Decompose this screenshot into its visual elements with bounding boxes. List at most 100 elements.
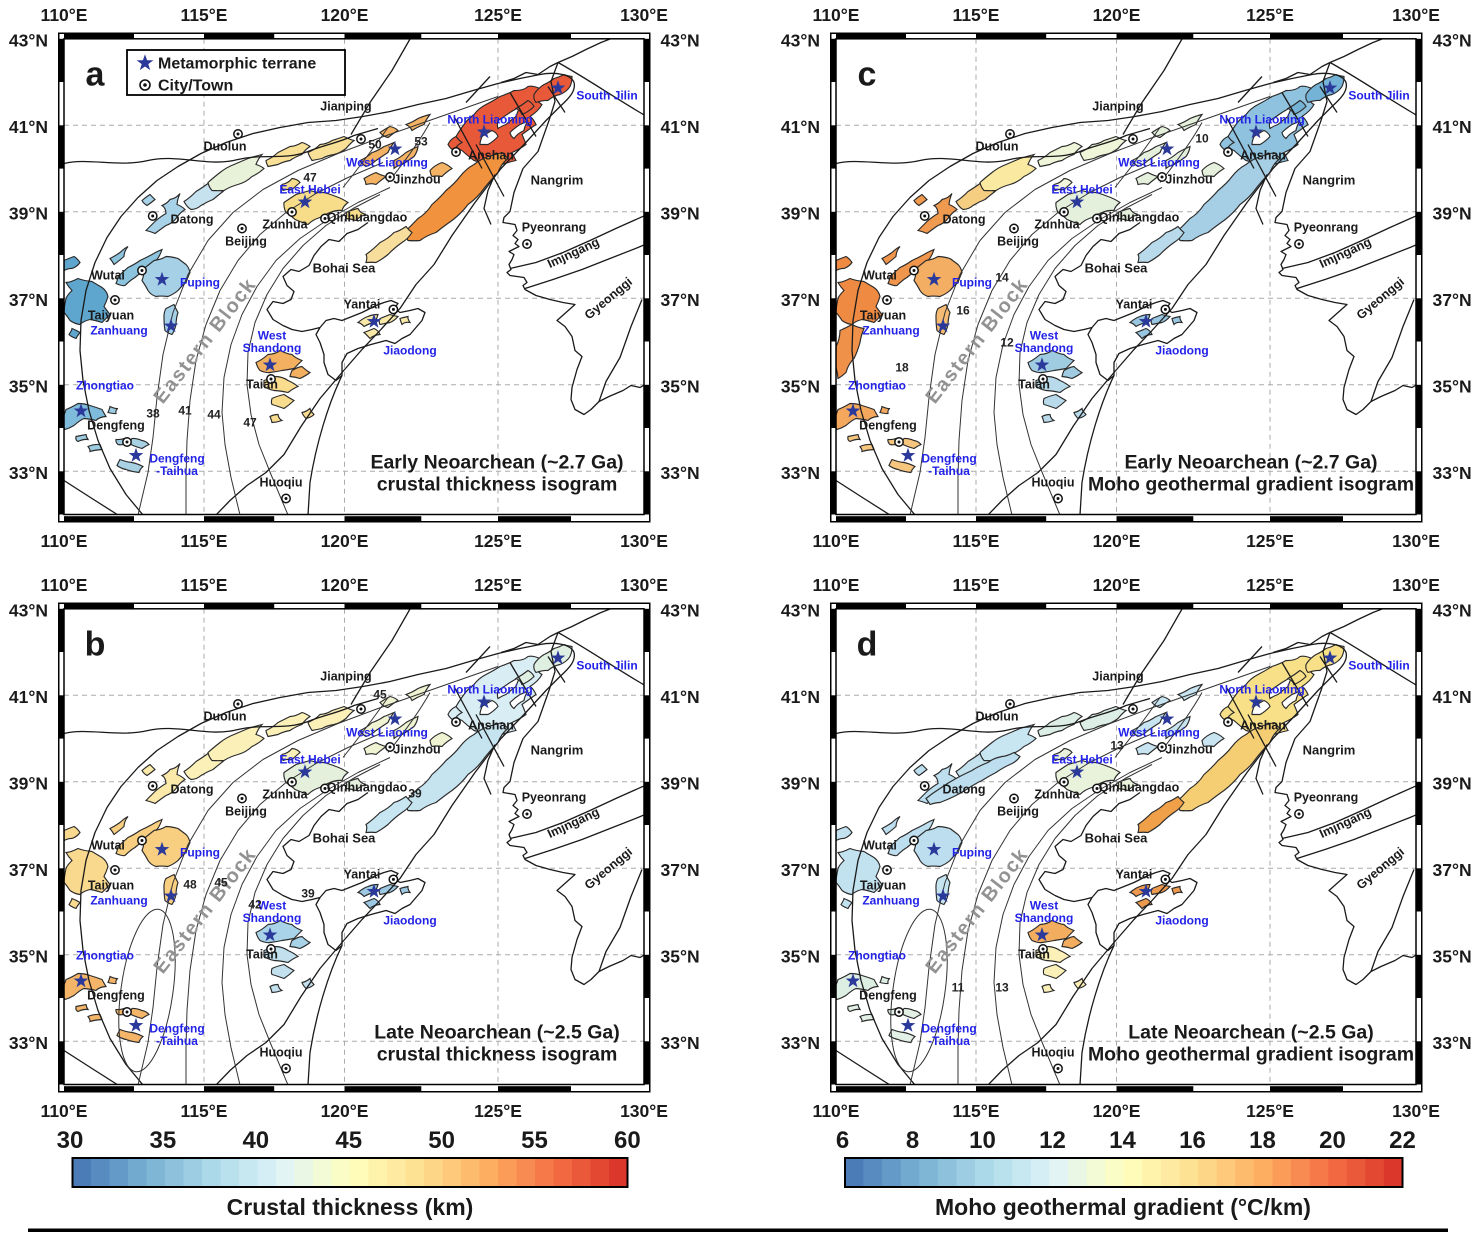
svg-text:Dengfeng: Dengfeng	[921, 1022, 976, 1036]
svg-text:130°E: 130°E	[620, 575, 668, 595]
svg-text:South Jilin: South Jilin	[576, 89, 637, 103]
svg-text:b: b	[85, 626, 106, 664]
svg-text:crustal thickness isogram: crustal thickness isogram	[377, 1044, 618, 1066]
svg-text:Jianping: Jianping	[1092, 670, 1143, 684]
svg-text:130°E: 130°E	[620, 5, 668, 25]
svg-text:37°N: 37°N	[1433, 860, 1472, 880]
svg-text:Anshan: Anshan	[1240, 719, 1286, 733]
svg-text:12: 12	[1039, 1127, 1066, 1154]
svg-text:41°N: 41°N	[661, 117, 700, 137]
svg-text:41: 41	[178, 404, 192, 418]
svg-text:Duolun: Duolun	[975, 710, 1018, 724]
svg-text:Moho geothermal gradient isogr: Moho geothermal gradient isogram	[1088, 1044, 1414, 1066]
svg-text:30: 30	[57, 1127, 84, 1154]
svg-text:115°E: 115°E	[953, 575, 1000, 595]
svg-text:42: 42	[248, 898, 262, 912]
svg-text:43°N: 43°N	[661, 600, 700, 620]
svg-text:50: 50	[368, 138, 382, 152]
svg-text:Beijing: Beijing	[997, 235, 1039, 249]
svg-text:Dengfeng: Dengfeng	[921, 452, 976, 466]
svg-text:48: 48	[183, 878, 197, 892]
svg-text:Beijing: Beijing	[225, 805, 267, 819]
svg-text:43°N: 43°N	[781, 600, 820, 620]
svg-text:West: West	[258, 329, 286, 343]
svg-text:35°N: 35°N	[661, 946, 700, 966]
svg-text:West: West	[1030, 899, 1058, 913]
svg-text:Huoqiu: Huoqiu	[1031, 1046, 1074, 1060]
svg-text:130°E: 130°E	[1392, 575, 1440, 595]
svg-text:West Liaoning: West Liaoning	[1118, 726, 1200, 740]
svg-text:37°N: 37°N	[9, 290, 48, 310]
svg-text:125°E: 125°E	[474, 5, 522, 25]
svg-text:Taian: Taian	[246, 378, 278, 392]
svg-text:West: West	[1030, 329, 1058, 343]
svg-text:City/Town: City/Town	[158, 78, 233, 95]
svg-text:-Taihua: -Taihua	[928, 1034, 970, 1048]
svg-text:10: 10	[969, 1127, 996, 1154]
svg-text:a: a	[86, 56, 106, 94]
svg-text:West Liaoning: West Liaoning	[1118, 156, 1200, 170]
svg-text:Late Neoarchean (~2.5 Ga): Late Neoarchean (~2.5 Ga)	[374, 1022, 619, 1044]
svg-text:Dengfeng: Dengfeng	[859, 989, 917, 1003]
svg-text:8: 8	[906, 1127, 919, 1154]
svg-text:Anshan: Anshan	[468, 149, 514, 163]
svg-text:120°E: 120°E	[1093, 5, 1141, 25]
svg-text:120°E: 120°E	[321, 575, 369, 595]
svg-text:39°N: 39°N	[9, 203, 48, 223]
svg-text:120°E: 120°E	[321, 1101, 369, 1121]
svg-text:22: 22	[1389, 1127, 1416, 1154]
svg-text:East Hebei: East Hebei	[1051, 183, 1112, 197]
svg-text:Shandong: Shandong	[243, 911, 302, 925]
svg-text:130°E: 130°E	[1392, 531, 1440, 551]
svg-text:Dengfeng: Dengfeng	[859, 419, 917, 433]
svg-text:41°N: 41°N	[1433, 117, 1472, 137]
svg-text:43°N: 43°N	[1433, 30, 1472, 50]
svg-text:Nangrim: Nangrim	[531, 743, 584, 758]
svg-text:33°N: 33°N	[781, 1033, 820, 1053]
svg-text:Qinhuangdao: Qinhuangdao	[1099, 211, 1180, 225]
svg-text:Jinzhou: Jinzhou	[1165, 173, 1212, 187]
svg-text:43°N: 43°N	[9, 30, 48, 50]
svg-text:Zhongtiao: Zhongtiao	[848, 379, 906, 393]
svg-text:Yantai: Yantai	[344, 298, 381, 312]
svg-text:47: 47	[243, 416, 257, 430]
svg-text:115°E: 115°E	[953, 5, 1000, 25]
svg-text:39: 39	[301, 887, 315, 901]
svg-text:East Hebei: East Hebei	[279, 183, 340, 197]
svg-text:Taiyuan: Taiyuan	[88, 309, 134, 323]
svg-text:Zhongtiao: Zhongtiao	[76, 379, 134, 393]
svg-text:110°E: 110°E	[813, 531, 860, 551]
svg-text:Dengfeng: Dengfeng	[149, 1022, 204, 1036]
svg-text:East Hebei: East Hebei	[279, 753, 340, 767]
svg-text:-Taihua: -Taihua	[156, 1034, 198, 1048]
svg-text:North Liaoning: North Liaoning	[447, 683, 532, 697]
svg-text:d: d	[857, 626, 878, 664]
svg-text:South Jilin: South Jilin	[1348, 89, 1409, 103]
svg-text:Early Neoarchean (~2.7 Ga): Early Neoarchean (~2.7 Ga)	[1124, 452, 1377, 474]
svg-text:41°N: 41°N	[781, 117, 820, 137]
svg-text:Zunhua: Zunhua	[1034, 788, 1080, 802]
svg-text:Shandong: Shandong	[1015, 341, 1074, 355]
svg-text:Zanhuang: Zanhuang	[90, 894, 147, 908]
svg-text:14: 14	[995, 271, 1009, 285]
svg-text:North Liaoning: North Liaoning	[447, 113, 532, 127]
svg-text:Bohai Sea: Bohai Sea	[313, 261, 377, 276]
svg-text:Jiaodong: Jiaodong	[1155, 914, 1208, 928]
svg-text:125°E: 125°E	[474, 1101, 522, 1121]
svg-text:West Liaoning: West Liaoning	[346, 156, 428, 170]
svg-text:Zunhua: Zunhua	[262, 218, 308, 232]
svg-text:Duolun: Duolun	[203, 710, 246, 724]
svg-text:53: 53	[414, 135, 428, 149]
svg-text:Taiyuan: Taiyuan	[860, 309, 906, 323]
svg-text:-Taihua: -Taihua	[928, 464, 970, 478]
svg-text:120°E: 120°E	[1093, 575, 1141, 595]
svg-text:Zhongtiao: Zhongtiao	[848, 949, 906, 963]
svg-text:45: 45	[335, 1127, 362, 1154]
svg-text:115°E: 115°E	[181, 531, 228, 551]
svg-text:39°N: 39°N	[661, 203, 700, 223]
svg-text:Crustal thickness (km): Crustal thickness (km)	[227, 1194, 474, 1220]
svg-text:Nangrim: Nangrim	[531, 173, 584, 188]
svg-text:South Jilin: South Jilin	[1348, 659, 1409, 673]
svg-text:45: 45	[214, 876, 228, 890]
svg-text:40: 40	[242, 1127, 269, 1154]
